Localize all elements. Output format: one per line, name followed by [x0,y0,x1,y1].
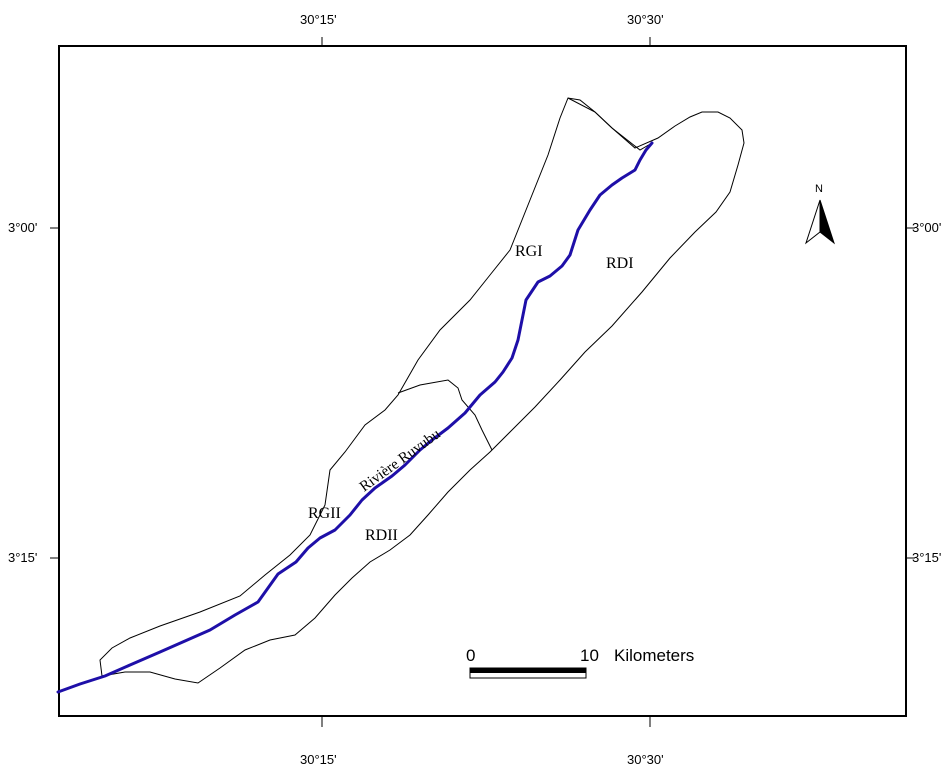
middle-subbasin-divide [397,379,493,451]
river-ruvubu [56,141,654,694]
bottom-longitude-label-1: 30°15' [300,752,337,767]
watershed-boundary [99,97,745,684]
scale-bar-unit-label: Kilometers [614,646,695,665]
right-latitude-label-1: 3°00' [912,220,942,235]
bottom-longitude-label-2: 30°30' [627,752,664,767]
map-frame [58,45,907,717]
region-label-rdi: RDI [606,255,634,272]
scale-bar-start-label: 0 [466,646,476,665]
top-longitude-label-1: 30°15' [300,12,337,27]
north-arrow-label: N [815,183,823,195]
region-label-rdii: RDII [365,527,398,544]
graticule-ticks [50,37,915,727]
upper-subbasin-divide [567,97,653,151]
scale-bar-end-label: 10 [580,646,599,665]
river-name-label: Rivière Ruvubu [357,426,444,495]
region-label-rgii: RGII [308,505,341,522]
top-longitude-label-2: 30°30' [627,12,664,27]
left-latitude-label-1: 3°00' [8,220,38,235]
north-arrow: N [805,183,835,245]
right-latitude-label-2: 3°15' [912,550,942,565]
left-latitude-label-2: 3°15' [8,550,38,565]
scale-bar [469,667,587,679]
region-label-rgi: RGI [515,243,543,260]
